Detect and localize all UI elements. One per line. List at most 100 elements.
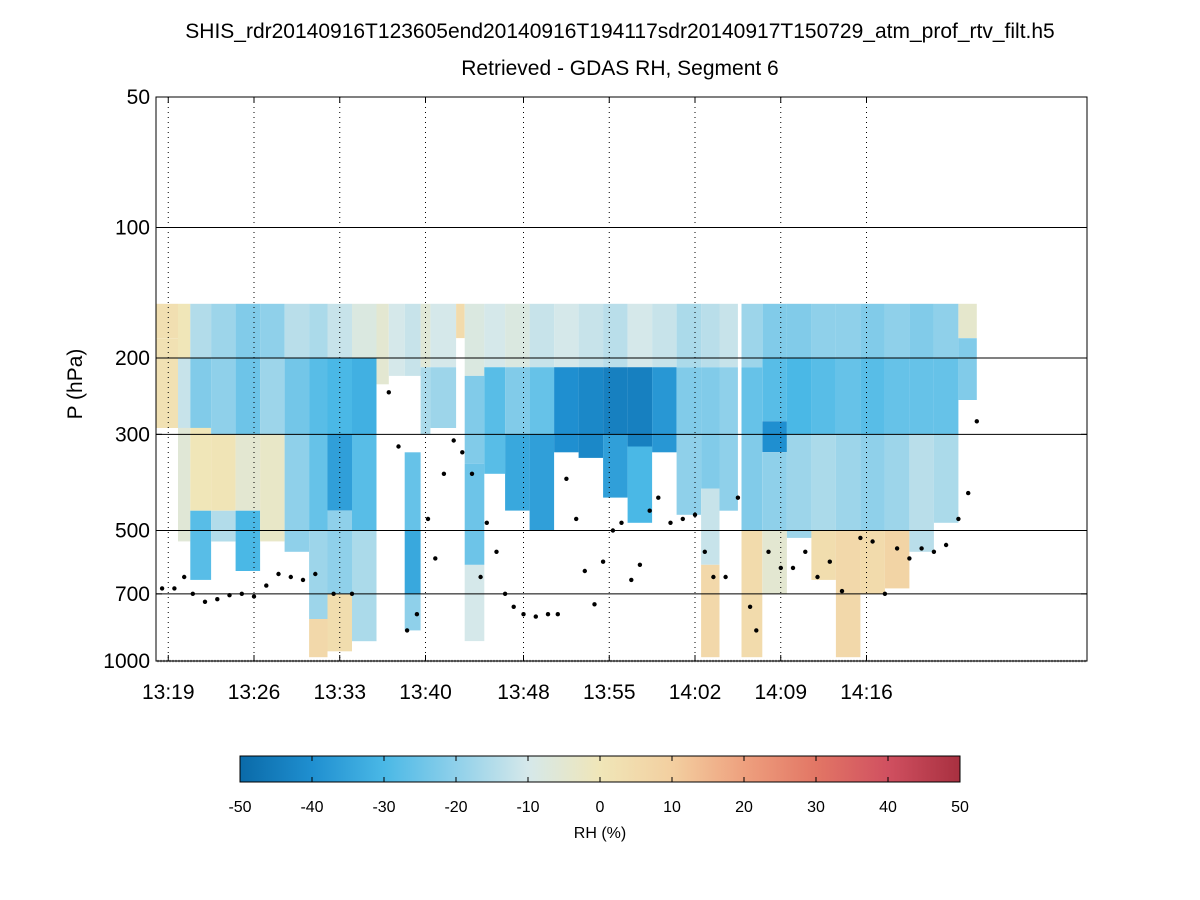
- x-tick-label: 14:16: [840, 681, 893, 704]
- cloud-top-point: [656, 495, 661, 500]
- cloud-top-point: [637, 562, 643, 567]
- cloud-top-point: [202, 599, 208, 604]
- colorbar-tick-label: -40: [300, 799, 323, 816]
- colorbar-tick-label: 50: [951, 799, 969, 816]
- y-tick-label: 300: [115, 423, 150, 446]
- heatmap-cell: [505, 367, 530, 435]
- heatmap-cell: [860, 303, 885, 358]
- cloud-top-point: [414, 612, 420, 617]
- cloud-top-point: [803, 549, 808, 554]
- heatmap-cell: [529, 303, 555, 368]
- heatmap-cell: [404, 452, 421, 531]
- heatmap-cell: [484, 303, 506, 368]
- heatmap-cell: [701, 488, 720, 565]
- cloud-top-point: [619, 520, 624, 525]
- y-tick-label: 700: [115, 583, 150, 606]
- cloud-top-point: [264, 583, 269, 588]
- heatmap-cell: [741, 367, 763, 435]
- heatmap-cell: [505, 434, 530, 511]
- cloud-top-point: [494, 549, 499, 554]
- heatmap-cell: [352, 303, 377, 358]
- heatmap-cell: [404, 303, 421, 376]
- plot-gridlines: [156, 97, 1087, 661]
- cloud-top-point: [331, 591, 336, 596]
- heatmap-cell: [554, 367, 579, 453]
- heatmap-cell: [156, 303, 178, 339]
- cloud-top-point: [754, 628, 759, 633]
- heatmap-cell: [327, 358, 352, 435]
- cloud-top-point: [907, 556, 912, 561]
- heatmap-cell: [456, 303, 465, 339]
- cloud-top-point: [564, 476, 569, 481]
- cloud-top-point: [227, 593, 232, 598]
- heatmap-cell: [352, 530, 377, 642]
- heatmap-cell: [430, 303, 457, 368]
- cloud-top-point: [919, 546, 924, 551]
- heatmap-cell: [884, 530, 910, 589]
- heatmap-cell: [284, 358, 310, 435]
- heatmap-cell: [884, 358, 910, 435]
- heatmap-cell: [309, 530, 328, 619]
- cloud-top-point: [600, 559, 606, 564]
- heatmap-cell: [464, 564, 485, 642]
- heatmap-cell: [190, 358, 212, 428]
- cloud-top-point: [766, 549, 771, 554]
- cloud-top-point: [288, 574, 293, 580]
- cloud-top-point: [610, 528, 616, 533]
- cloud-top-point: [711, 574, 716, 580]
- heatmap-cell: [464, 375, 485, 464]
- colorbar-tick-label: 40: [879, 799, 897, 816]
- cloud-top-point: [451, 438, 456, 443]
- heatmap-cell: [958, 303, 977, 339]
- heatmap-cell: [719, 367, 738, 511]
- x-tick-label: 14:09: [754, 681, 807, 704]
- heatmap-cell: [627, 367, 653, 447]
- x-tick-label: 13:48: [497, 681, 550, 704]
- cloud-top-point: [735, 495, 741, 500]
- heatmap-cell: [211, 358, 236, 435]
- heatmap-cell: [284, 434, 310, 552]
- cloud-top-points: [159, 390, 979, 633]
- heatmap-cell: [762, 303, 787, 358]
- colorbar-tick-label: -30: [372, 799, 395, 816]
- colorbar-tick-label: -10: [516, 799, 539, 816]
- cloud-top-point: [680, 516, 685, 522]
- heatmap-cell: [835, 358, 861, 435]
- heatmap-cell: [933, 303, 959, 358]
- cloud-top-point: [521, 612, 526, 617]
- cloud-top-point: [190, 591, 195, 596]
- heatmap-cell: [627, 303, 653, 368]
- cloud-top-point: [396, 444, 401, 449]
- heatmap-cell: [260, 303, 285, 358]
- heatmap-cell: [420, 303, 431, 368]
- x-tick-label: 14:02: [669, 681, 722, 704]
- heatmap-cell: [404, 530, 421, 594]
- heatmap-cell: [860, 434, 885, 531]
- cloud-top-point: [974, 419, 979, 424]
- heatmap-cell: [786, 434, 812, 538]
- heatmap-cell: [958, 338, 977, 400]
- heatmap-cell: [309, 434, 328, 531]
- heatmap-cell: [676, 434, 702, 515]
- y-axis-label: P (hPa): [64, 349, 87, 420]
- x-tick-label: 13:40: [399, 681, 452, 704]
- cloud-top-point: [827, 559, 832, 564]
- heatmap-cell: [701, 303, 720, 368]
- cloud-top-point: [839, 588, 845, 594]
- cloud-top-point: [592, 602, 597, 607]
- cloud-top-point: [702, 549, 707, 554]
- x-tick-label: 13:26: [228, 681, 281, 704]
- cloud-top-point: [747, 604, 753, 609]
- y-tick-label: 100: [115, 216, 150, 239]
- cloud-top-point: [182, 574, 187, 580]
- cloud-top-point: [484, 520, 489, 525]
- heatmap-cell: [811, 434, 836, 531]
- heatmap-cell: [388, 303, 405, 376]
- heatmap-cell: [603, 303, 628, 368]
- heatmap-cell: [156, 338, 178, 428]
- heatmap-cell: [884, 303, 910, 358]
- cloud-top-point: [815, 574, 820, 580]
- cloud-top-point: [956, 516, 961, 522]
- y-tick-label: 500: [115, 520, 150, 543]
- heatmap-cell: [211, 303, 236, 358]
